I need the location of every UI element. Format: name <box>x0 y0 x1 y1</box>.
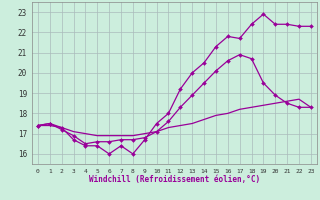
X-axis label: Windchill (Refroidissement éolien,°C): Windchill (Refroidissement éolien,°C) <box>89 175 260 184</box>
